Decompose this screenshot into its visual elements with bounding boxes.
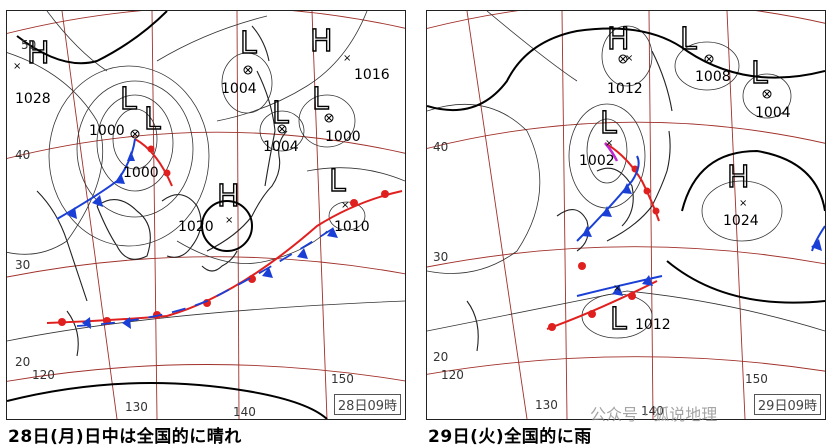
low-center-markers: [618, 54, 772, 99]
high-center-letter: H: [27, 36, 50, 71]
pressure-value: 1000: [123, 165, 159, 181]
warm-front-south: [546, 280, 658, 330]
warm-front-markers: [548, 165, 660, 331]
lon-label: 150: [331, 372, 354, 386]
center-letters: H L L L H L: [599, 21, 768, 337]
svg-text:×: ×: [605, 138, 613, 149]
high-center-letter: H: [217, 179, 240, 214]
lon-label: 140: [641, 404, 664, 418]
pressure-value: 1008: [695, 69, 731, 85]
map-timestamp: 29日09時: [753, 394, 821, 415]
lon-label: 150: [745, 372, 768, 386]
low-center-markers: [130, 65, 334, 139]
pressure-value: 1012: [635, 317, 671, 333]
weather-map-right: × × × × H L L L H L 1012 1008 1004 1002 102…: [426, 10, 826, 420]
cold-front-south: [76, 225, 338, 327]
bold-isobars: [7, 11, 328, 419]
svg-text:×: ×: [341, 200, 349, 211]
cold-front: [576, 155, 640, 242]
cold-front-markers: [582, 183, 822, 296]
svg-text:×: ×: [13, 61, 21, 72]
pressure-value: 1028: [15, 91, 51, 107]
high-center-letter: H: [607, 22, 630, 57]
bold-isobars: [427, 27, 825, 304]
lat-label: 50: [21, 38, 36, 52]
pressure-value: 1020: [178, 219, 214, 235]
lat-label: 40: [15, 148, 30, 162]
svg-text:×: ×: [343, 53, 351, 64]
warm-front-north: [134, 138, 173, 187]
pressure-value: 1024: [723, 213, 759, 229]
coastline: [466, 50, 673, 352]
low-center-letter: L: [610, 302, 627, 337]
pressure-value: 1000: [325, 129, 361, 145]
lat-label: 40: [433, 140, 448, 154]
pressure-value: 1016: [354, 67, 390, 83]
pressure-value: 1002: [579, 153, 615, 169]
pressure-value: 1004: [263, 139, 299, 155]
pressure-value: 1000: [89, 123, 125, 139]
low-center-letter: L: [144, 102, 161, 137]
low-center-letter: L: [751, 56, 768, 91]
weather-map-left: × × × × H L L H L L L H L 1028 1000 1000 10…: [6, 10, 406, 420]
graticule: [427, 11, 825, 419]
coastline: [36, 25, 288, 357]
right-map-svg: × × × × H L L L H L 1012 1008 1004 1002 102…: [427, 11, 825, 419]
svg-text:×: ×: [225, 215, 233, 226]
low-center-letter: L: [680, 22, 697, 57]
lat-label: 30: [15, 258, 30, 272]
graticule-labels: 50 40 30 20 120 130 140 150: [15, 38, 354, 419]
pressure-value: 1004: [221, 81, 257, 97]
low-center-letter: L: [329, 164, 346, 199]
lon-label: 120: [441, 368, 464, 382]
svg-text:×: ×: [625, 53, 633, 64]
cross-markers: × × × ×: [13, 53, 351, 226]
occluded-front: [604, 142, 619, 162]
lon-label: 140: [233, 405, 256, 419]
watermark-text: 公众号 · 狐说地理: [590, 405, 718, 424]
right-map-caption: 29日(火)全国的に雨: [428, 427, 592, 447]
lat-label: 30: [433, 250, 448, 264]
graticule: [7, 11, 405, 419]
lat-label: 20: [15, 355, 30, 369]
low-center-letter: L: [312, 82, 329, 117]
lon-label: 130: [535, 398, 558, 412]
center-letters: H L L H L L L H L: [26, 23, 346, 214]
lon-label: 120: [32, 368, 55, 382]
lat-label: 20: [433, 350, 448, 364]
graticule-labels: 40 30 20 120 130 140 150: [433, 140, 768, 418]
high-center-letter: H: [310, 24, 333, 59]
left-map-svg: × × × × H L L H L L L H L 1028 1000 1000 10…: [7, 11, 405, 419]
pressure-value: 1012: [607, 81, 643, 97]
svg-text:×: ×: [613, 283, 621, 294]
lon-label: 130: [125, 400, 148, 414]
low-center-letter: L: [600, 106, 617, 141]
cold-front-markers: [67, 151, 338, 329]
low-center-letter: L: [240, 26, 257, 61]
pressure-value: 1004: [755, 105, 791, 121]
pressure-value: 1010: [334, 219, 370, 235]
low-center-letter: L: [272, 96, 289, 131]
map-timestamp: 28日09時: [333, 394, 401, 415]
isobars: [427, 11, 825, 339]
pressure-values: 1012 1008 1004 1002 1024 1012: [579, 69, 791, 333]
cross-markers: × × × ×: [605, 53, 747, 294]
svg-text:×: ×: [739, 198, 747, 209]
left-map-caption: 28日(月)日中は全国的に晴れ: [8, 427, 242, 447]
low-center-letter: L: [120, 82, 137, 117]
pressure-values: 1028 1000 1000 1004 1004 1000 1016 1020 …: [15, 67, 390, 235]
high-center-letter: H: [727, 160, 750, 195]
cold-front-east: [811, 225, 825, 252]
